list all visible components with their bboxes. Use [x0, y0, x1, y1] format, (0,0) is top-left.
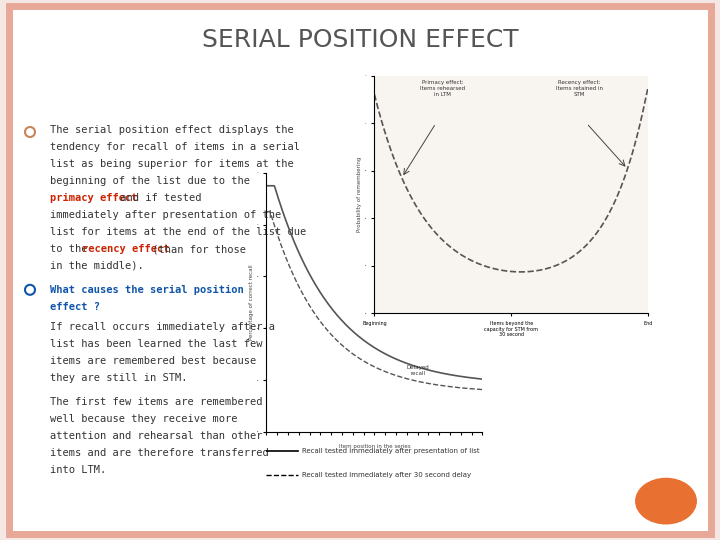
- Text: Recency effect:
Items retained in
STM: Recency effect: Items retained in STM: [556, 80, 603, 97]
- Text: If recall occurs immediately after a: If recall occurs immediately after a: [50, 322, 275, 332]
- Text: list for items at the end of the list due: list for items at the end of the list du…: [50, 227, 306, 237]
- Text: The serial position effect displays the: The serial position effect displays the: [50, 125, 294, 135]
- Text: into LTM.: into LTM.: [50, 465, 107, 475]
- Y-axis label: Percentage of correct recall: Percentage of correct recall: [248, 265, 253, 340]
- Text: effect ?: effect ?: [50, 302, 100, 312]
- Text: to the: to the: [50, 244, 94, 254]
- Text: (than for those: (than for those: [145, 244, 246, 254]
- Text: beginning of the list due to the: beginning of the list due to the: [50, 176, 250, 186]
- Text: recency effect: recency effect: [82, 244, 169, 254]
- Text: Recall tested immediately after 30 second delay: Recall tested immediately after 30 secon…: [302, 472, 471, 478]
- Text: list as being superior for items at the: list as being superior for items at the: [50, 159, 294, 169]
- Text: Primacy effect:
Items rehearsed
in LTM: Primacy effect: Items rehearsed in LTM: [420, 80, 465, 97]
- Text: list has been learned the last few: list has been learned the last few: [50, 339, 263, 349]
- Text: attention and rehearsal than other: attention and rehearsal than other: [50, 431, 263, 441]
- X-axis label: Item position in the series: Item position in the series: [338, 444, 410, 449]
- Text: Recall tested immediately after presentation of list: Recall tested immediately after presenta…: [302, 448, 480, 454]
- Text: primacy effect: primacy effect: [50, 193, 138, 203]
- Text: and if tested: and if tested: [114, 193, 201, 203]
- Text: immediately after presentation of the: immediately after presentation of the: [50, 210, 282, 220]
- Text: items are remembered best because: items are remembered best because: [50, 356, 256, 366]
- Text: Delayed
recall: Delayed recall: [406, 365, 429, 376]
- Y-axis label: Probability of remembering: Probability of remembering: [356, 157, 361, 232]
- Text: items and are therefore transferred: items and are therefore transferred: [50, 448, 269, 458]
- Text: What causes the serial position: What causes the serial position: [50, 285, 244, 295]
- Text: tendency for recall of items in a serial: tendency for recall of items in a serial: [50, 142, 300, 152]
- Text: in the middle).: in the middle).: [50, 261, 144, 271]
- Text: SERIAL POSITION EFFECT: SERIAL POSITION EFFECT: [202, 28, 518, 52]
- Text: they are still in STM.: they are still in STM.: [50, 373, 187, 383]
- Text: well because they receive more: well because they receive more: [50, 414, 238, 424]
- Text: The first few items are remembered: The first few items are remembered: [50, 397, 263, 407]
